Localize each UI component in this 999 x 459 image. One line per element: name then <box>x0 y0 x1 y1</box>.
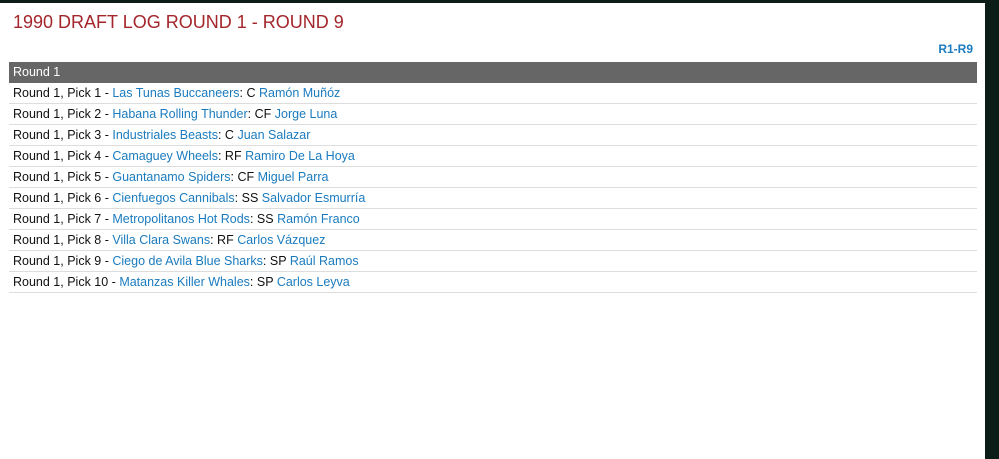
pick-label: Round 1, Pick 9 <box>13 254 102 268</box>
player-link[interactable]: Ramón Muñóz <box>259 86 341 100</box>
pick-label: Round 1, Pick 6 <box>13 191 102 205</box>
position: CF <box>254 107 272 121</box>
position: SP <box>256 275 274 289</box>
pick-label: Round 1, Pick 4 <box>13 149 102 163</box>
position: SS <box>241 191 259 205</box>
pick-label: Round 1, Pick 5 <box>13 170 102 184</box>
team-link[interactable]: Matanzas Killer Whales <box>119 275 250 289</box>
pick-label: Round 1, Pick 1 <box>13 86 102 100</box>
player-link[interactable]: Ramón Franco <box>277 212 360 226</box>
pick-label: Round 1, Pick 3 <box>13 128 102 142</box>
position: C <box>224 128 234 142</box>
table-row: Round 1, Pick 5 - Guantanamo Spiders: CF… <box>9 167 977 188</box>
position: CF <box>237 170 255 184</box>
table-row: Round 1, Pick 1 - Las Tunas Buccaneers: … <box>9 83 977 104</box>
team-link[interactable]: Habana Rolling Thunder <box>112 107 248 121</box>
position: RF <box>224 149 242 163</box>
player-link[interactable]: Carlos Vázquez <box>237 233 326 247</box>
player-link[interactable]: Raúl Ramos <box>289 254 359 268</box>
page-title: 1990 DRAFT LOG ROUND 1 - ROUND 9 <box>13 12 344 32</box>
table-row: Round 1, Pick 8 - Villa Clara Swans: RF … <box>9 230 977 251</box>
pick-label: Round 1, Pick 10 <box>13 275 109 289</box>
team-link[interactable]: Ciego de Avila Blue Sharks <box>112 254 263 268</box>
table-row: Round 1, Pick 4 - Camaguey Wheels: RF Ra… <box>9 146 977 167</box>
player-link[interactable]: Juan Salazar <box>237 128 311 142</box>
pick-label: Round 1, Pick 7 <box>13 212 102 226</box>
table-row: Round 1, Pick 10 - Matanzas Killer Whale… <box>9 272 977 293</box>
draft-log-panel: 1990 DRAFT LOG ROUND 1 - ROUND 9 R1-R9 R… <box>0 3 985 459</box>
table-row: Round 1, Pick 2 - Habana Rolling Thunder… <box>9 104 977 125</box>
table-row: Round 1, Pick 9 - Ciego de Avila Blue Sh… <box>9 251 977 272</box>
draft-table: Round 1 Round 1, Pick 1 - Las Tunas Bucc… <box>9 62 977 293</box>
player-link[interactable]: Ramiro De La Hoya <box>245 149 355 163</box>
team-link[interactable]: Villa Clara Swans <box>112 233 211 247</box>
round-range-link[interactable]: R1-R9 <box>938 42 973 56</box>
position: RF <box>217 233 234 247</box>
team-link[interactable]: Camaguey Wheels <box>112 149 218 163</box>
player-link[interactable]: Salvador Esmurría <box>261 191 366 205</box>
team-link[interactable]: Guantanamo Spiders <box>112 170 231 184</box>
position: SS <box>256 212 274 226</box>
player-link[interactable]: Jorge Luna <box>274 107 338 121</box>
position: SP <box>269 254 287 268</box>
player-link[interactable]: Miguel Parra <box>257 170 329 184</box>
pick-label: Round 1, Pick 8 <box>13 233 102 247</box>
team-link[interactable]: Metropolitanos Hot Rods <box>112 212 250 226</box>
team-link[interactable]: Industriales Beasts <box>112 128 218 142</box>
table-row: Round 1, Pick 7 - Metropolitanos Hot Rod… <box>9 209 977 230</box>
position: C <box>246 86 256 100</box>
table-row: Round 1, Pick 3 - Industriales Beasts: C… <box>9 125 977 146</box>
pick-label: Round 1, Pick 2 <box>13 107 102 121</box>
team-link[interactable]: Las Tunas Buccaneers <box>112 86 240 100</box>
table-row: Round 1, Pick 6 - Cienfuegos Cannibals: … <box>9 188 977 209</box>
player-link[interactable]: Carlos Leyva <box>276 275 350 289</box>
team-link[interactable]: Cienfuegos Cannibals <box>112 191 235 205</box>
section-header: Round 1 <box>9 62 977 83</box>
